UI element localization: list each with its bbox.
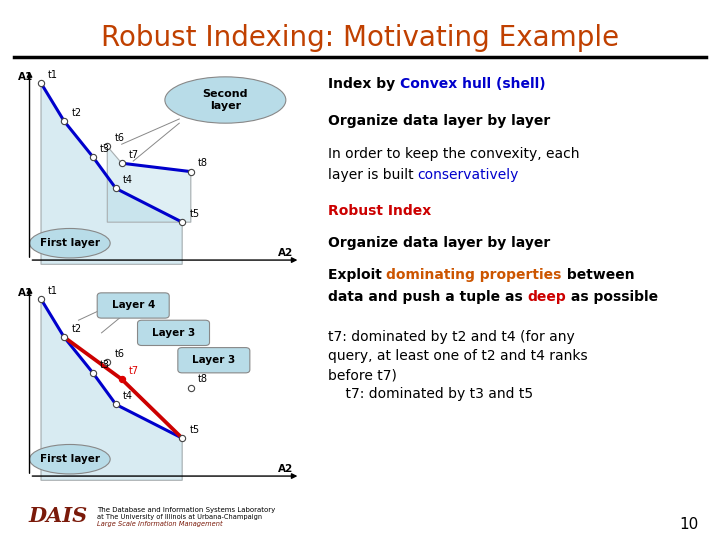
Text: conservatively: conservatively [418,168,519,183]
Text: before t7): before t7) [328,368,397,382]
Text: layer is built: layer is built [328,168,418,183]
Text: t5: t5 [189,209,199,219]
Text: A2: A2 [278,464,293,474]
Text: t1: t1 [48,70,58,80]
Text: First layer: First layer [40,238,100,248]
Text: A1: A1 [18,288,33,298]
Text: 10: 10 [679,517,698,532]
Polygon shape [107,146,191,222]
Text: between: between [562,268,634,282]
FancyBboxPatch shape [138,320,210,346]
Text: Organize data layer by layer: Organize data layer by layer [328,114,550,129]
Text: A1: A1 [18,72,33,82]
Text: First layer: First layer [40,454,100,464]
Text: t6: t6 [114,133,125,143]
Text: Index by: Index by [328,77,400,91]
Text: Robust Indexing: Motivating Example: Robust Indexing: Motivating Example [101,24,619,52]
Text: DAIS: DAIS [29,505,88,526]
Text: Large Scale Information Management: Large Scale Information Management [97,521,222,527]
Text: t6: t6 [114,349,125,359]
Text: t4: t4 [123,392,133,401]
Text: data and push a tuple as: data and push a tuple as [328,290,527,304]
Text: t7: t7 [129,150,139,160]
Text: t7: t7 [129,366,139,376]
Text: Layer 3: Layer 3 [152,328,195,338]
Text: Convex hull (shell): Convex hull (shell) [400,77,545,91]
Text: dominating properties: dominating properties [387,268,562,282]
Text: t3: t3 [100,144,110,154]
Ellipse shape [30,228,110,258]
Text: A2: A2 [278,248,293,258]
Text: Organize data layer by layer: Organize data layer by layer [328,236,550,250]
Text: t8: t8 [198,374,208,384]
Text: Layer 4: Layer 4 [112,300,155,310]
Text: Robust Index: Robust Index [328,204,431,218]
Text: t2: t2 [71,108,81,118]
FancyBboxPatch shape [97,293,169,318]
Polygon shape [41,299,182,480]
Polygon shape [41,83,182,264]
Ellipse shape [30,444,110,474]
Text: query, at least one of t2 and t4 ranks: query, at least one of t2 and t4 ranks [328,349,588,363]
FancyBboxPatch shape [178,348,250,373]
Text: In order to keep the convexity, each: In order to keep the convexity, each [328,147,579,161]
Ellipse shape [165,77,286,123]
Text: t4: t4 [123,176,133,185]
Text: t1: t1 [48,286,58,296]
Text: t7: dominated by t2 and t4 (for any: t7: dominated by t2 and t4 (for any [328,330,575,345]
Text: deep: deep [527,290,566,304]
Text: t8: t8 [198,158,208,168]
Text: The Database and Information Systems Laboratory: The Database and Information Systems Lab… [97,507,276,514]
Text: t3: t3 [100,360,110,370]
Text: at The University of Illinois at Urbana-Champaign: at The University of Illinois at Urbana-… [97,514,262,520]
Text: Layer 3: Layer 3 [192,355,235,365]
Text: t5: t5 [189,425,199,435]
Text: t2: t2 [71,324,81,334]
Text: as possible: as possible [566,290,658,304]
Text: Exploit: Exploit [328,268,387,282]
Text: Second
layer: Second layer [202,89,248,111]
Text: t7: dominated by t3 and t5: t7: dominated by t3 and t5 [328,387,533,401]
